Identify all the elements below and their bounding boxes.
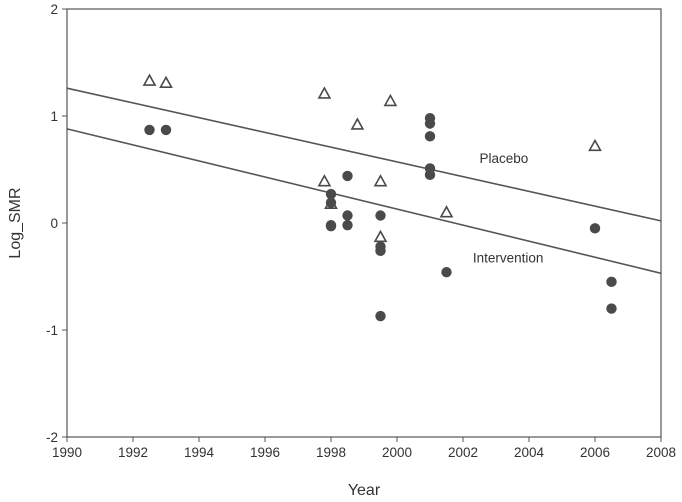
y-tick-label: -1 bbox=[46, 323, 58, 338]
triangle-point bbox=[588, 138, 602, 152]
circle-point bbox=[342, 210, 353, 221]
triangle-point bbox=[159, 75, 173, 89]
x-tick-label: 1998 bbox=[316, 445, 346, 460]
data-points bbox=[142, 73, 617, 322]
y-axis-title: Log_SMR bbox=[7, 187, 24, 258]
triangle-point bbox=[142, 73, 157, 86]
intervention-label: Intervention bbox=[473, 251, 544, 266]
x-tick-label: 1990 bbox=[52, 445, 82, 460]
plot-frame bbox=[66, 8, 662, 438]
circle-point bbox=[325, 197, 337, 208]
intervention-line bbox=[66, 128, 662, 275]
triangle-point bbox=[383, 93, 398, 107]
circle-point bbox=[441, 267, 452, 278]
axes bbox=[66, 8, 662, 438]
triangle-point bbox=[350, 117, 365, 130]
triangle-point bbox=[373, 174, 388, 187]
circle-point bbox=[342, 170, 353, 182]
placebo-label: Placebo bbox=[480, 151, 529, 166]
circle-point bbox=[606, 276, 617, 288]
circle-point bbox=[424, 118, 436, 129]
circle-point bbox=[144, 124, 155, 136]
x-tick-label: 2008 bbox=[646, 445, 676, 460]
circle-point bbox=[160, 124, 172, 136]
circle-point bbox=[325, 219, 337, 231]
circle-point bbox=[589, 223, 601, 234]
circle-point bbox=[375, 210, 386, 221]
x-tick-label: 2000 bbox=[382, 445, 412, 460]
y-tick-label: 0 bbox=[50, 216, 58, 231]
regression-lines: Placebo Intervention bbox=[66, 87, 662, 275]
x-tick-label: 1994 bbox=[184, 445, 215, 460]
circle-point bbox=[424, 131, 436, 142]
circle-point bbox=[375, 310, 386, 322]
x-axis-title: Year bbox=[348, 482, 381, 499]
y-tick-label: -2 bbox=[46, 430, 58, 445]
x-axis-ticks: 1990 1992 1994 1996 1998 2000 2002 2004 2006 2008 bbox=[52, 437, 676, 460]
x-tick-label: 1992 bbox=[118, 445, 148, 460]
circle-point bbox=[325, 188, 337, 200]
circle-point bbox=[606, 303, 617, 314]
triangle-point bbox=[317, 86, 332, 99]
x-tick-label: 2002 bbox=[448, 445, 478, 460]
placebo-line bbox=[66, 87, 662, 222]
circle-point bbox=[424, 169, 436, 181]
x-tick-label: 1996 bbox=[250, 445, 280, 460]
x-tick-label: 2006 bbox=[580, 445, 610, 460]
circle-point bbox=[342, 219, 353, 231]
y-tick-label: 1 bbox=[50, 109, 58, 124]
y-axis-ticks: -2 -1 0 1 2 bbox=[46, 2, 67, 445]
circle-point bbox=[375, 245, 386, 257]
triangle-point bbox=[373, 229, 388, 243]
triangle-point bbox=[317, 174, 332, 187]
y-tick-label: 2 bbox=[50, 2, 58, 17]
x-tick-label: 2004 bbox=[514, 445, 545, 460]
triangle-point bbox=[439, 205, 454, 218]
